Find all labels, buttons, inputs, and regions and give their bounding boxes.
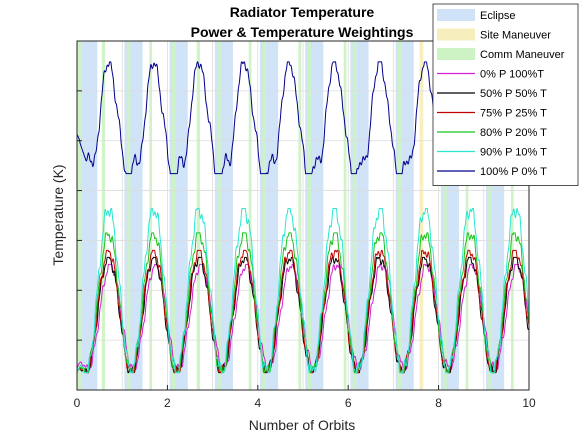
- legend-label: 0% P 100%T: [480, 69, 544, 81]
- legend-label: 75% P 25% T: [480, 108, 547, 120]
- x-tick-label: 2: [164, 396, 171, 410]
- x-tick-label: 8: [435, 396, 442, 410]
- shaded-interval: [419, 41, 424, 390]
- shaded-interval: [343, 41, 347, 390]
- shaded-interval: [397, 41, 402, 390]
- y-axis-label: Temperature (K): [50, 164, 66, 265]
- axes-box: [76, 40, 530, 391]
- axis-ticks: 0 2 4 6 8 10: [74, 385, 536, 410]
- shaded-interval: [298, 41, 302, 390]
- x-tick-label: 10: [522, 396, 536, 410]
- legend-swatch: [437, 9, 475, 21]
- shaded-interval: [488, 41, 492, 390]
- shaded-interval: [307, 41, 312, 390]
- legend-swatch: [437, 48, 475, 60]
- legend-label: Site Maneuver: [480, 30, 551, 42]
- x-tick-label: 0: [74, 396, 81, 410]
- shaded-interval: [443, 41, 447, 390]
- shaded-interval: [465, 41, 469, 390]
- shaded-interval: [77, 41, 82, 390]
- legend-label: 50% P 50% T: [480, 88, 547, 100]
- x-tick-label: 6: [345, 396, 352, 410]
- legend: Eclipse Site Maneuver Comm Maneuver 0% P 10…: [432, 3, 579, 186]
- shaded-interval: [171, 41, 176, 390]
- series-line: [76, 207, 530, 374]
- shaded-interval: [248, 41, 252, 390]
- legend-swatch: [437, 28, 475, 41]
- chart-title: Radiator Temperature: [230, 4, 375, 20]
- shaded-interval: [217, 41, 221, 390]
- legend-label: Comm Maneuver: [480, 49, 565, 61]
- shaded-interval: [101, 41, 106, 390]
- legend-label: 90% P 10% T: [480, 147, 547, 159]
- x-tick-label: 4: [254, 396, 261, 410]
- shaded-interval: [79, 41, 98, 390]
- legend-label: 80% P 20% T: [480, 127, 547, 139]
- shaded-interval: [126, 41, 131, 390]
- shaded-interval: [196, 41, 200, 390]
- x-axis-label: Number of Orbits: [249, 417, 356, 433]
- legend-label: 100% P 0% T: [480, 166, 547, 178]
- legend-label: Eclipse: [480, 10, 515, 22]
- chart-subtitle: Power & Temperature Weightings: [191, 24, 414, 40]
- shaded-interval: [262, 41, 266, 390]
- shaded-interval: [352, 41, 357, 390]
